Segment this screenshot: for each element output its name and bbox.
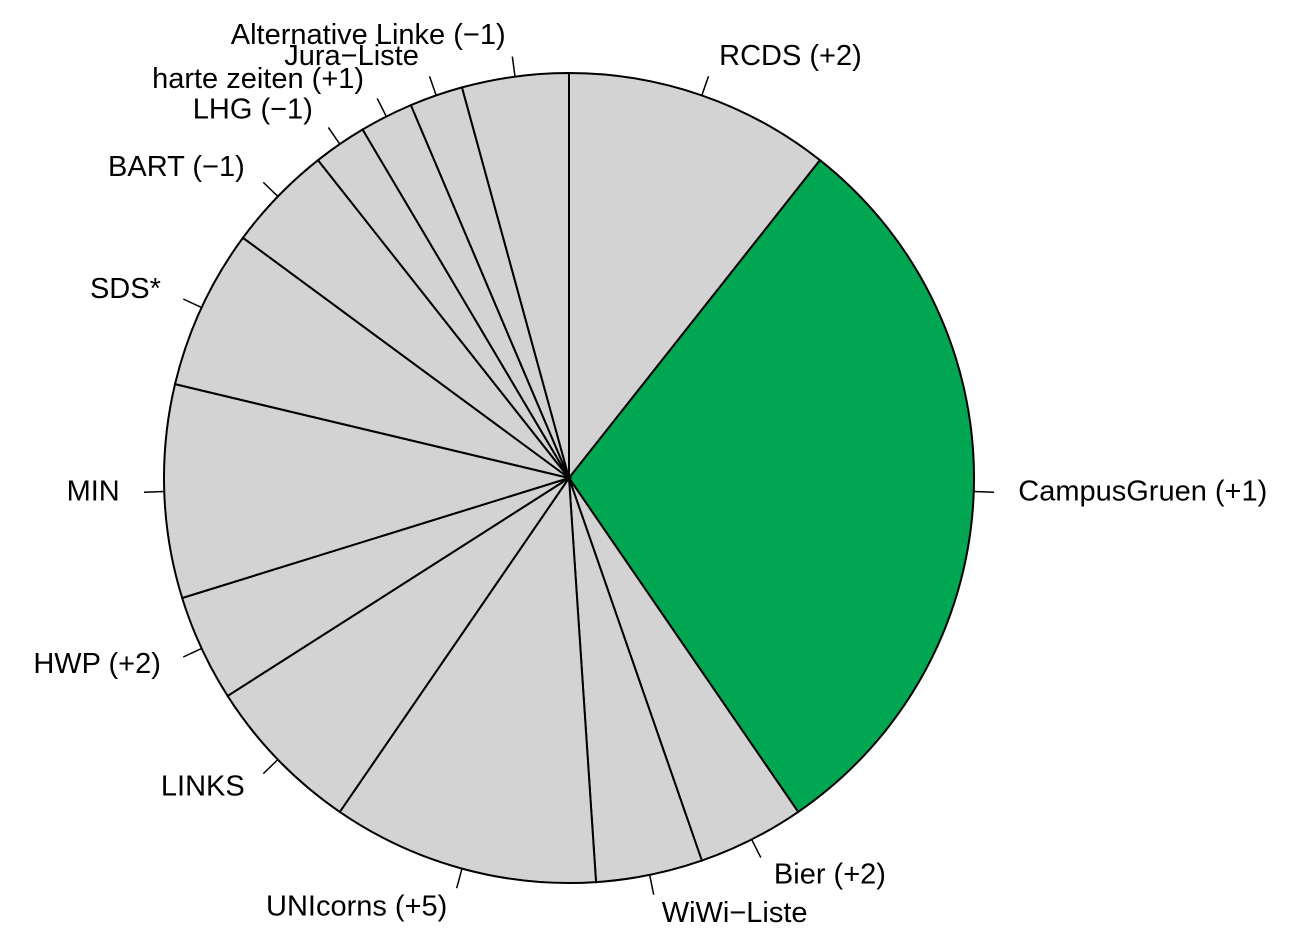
label-tick [182, 647, 202, 658]
pie-slice [173, 236, 570, 479]
label-tick [262, 759, 279, 775]
slice-label: WiWi−Liste [662, 897, 808, 929]
pie-slice [568, 71, 822, 481]
label-tick [455, 868, 463, 889]
slice-label: LINKS [161, 770, 245, 802]
slice-label: Bier (+2) [774, 858, 886, 890]
label-tick [262, 181, 279, 197]
slice-label: Alternative Linke (−1) [231, 19, 506, 51]
slice-label: MIN [67, 476, 120, 508]
label-tick [701, 76, 710, 96]
label-tick [648, 874, 655, 895]
slice-label: BART (−1) [108, 151, 245, 183]
pie-slice [163, 382, 573, 600]
slice-label: Jura−Liste [284, 40, 419, 72]
label-tick [973, 490, 995, 493]
slice-label: CampusGruen (+1) [1018, 476, 1267, 508]
label-tick [750, 839, 762, 858]
label-tick [327, 126, 341, 145]
label-tick [376, 98, 388, 117]
slice-label: harte zeiten (+1) [152, 63, 364, 95]
label-tick [143, 490, 165, 493]
pie-slice [460, 71, 570, 479]
slice-label: LHG (−1) [193, 93, 313, 125]
slice-label: UNIcorns (+5) [266, 890, 447, 922]
label-tick [511, 56, 516, 77]
pie-slice [226, 477, 570, 814]
slice-label: SDS* [90, 273, 161, 305]
label-tick [182, 298, 202, 309]
slice-label: RCDS (+2) [719, 40, 862, 72]
pie-slice [338, 475, 598, 884]
label-tick [428, 76, 437, 96]
slice-label: HWP (+2) [33, 648, 161, 680]
